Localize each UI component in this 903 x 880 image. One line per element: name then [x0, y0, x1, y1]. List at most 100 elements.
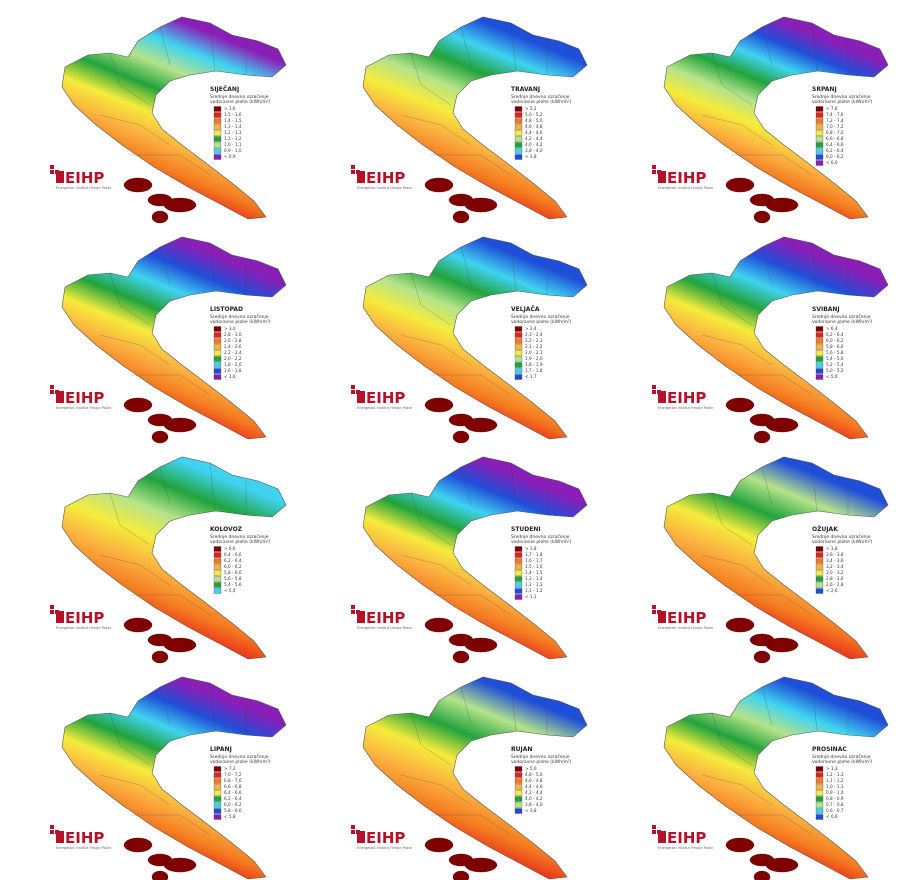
legend-label: 2,8 - 3,0: [224, 332, 242, 337]
logo-text: EIHP: [366, 169, 405, 187]
legend-label: 6,2 - 6,4: [224, 796, 242, 801]
legend-swatch: [515, 125, 522, 130]
legend-swatch: [515, 595, 522, 600]
legend-swatch: [515, 363, 522, 368]
legend-label: 5,6 - 5,8: [224, 576, 242, 581]
map-panel: SVIBANJSrednje dnevno ozračenjevodoravne…: [652, 237, 888, 443]
legend-label: 1,9 - 2,0: [525, 356, 543, 361]
legend-swatch: [214, 559, 221, 564]
legend-swatch: [214, 375, 221, 380]
island: [465, 858, 497, 872]
legend-swatch: [816, 375, 823, 380]
legend-label: 1,4 - 1,5: [224, 118, 242, 123]
legend-swatch: [816, 815, 823, 820]
legend-label: < 2,6: [826, 588, 838, 593]
island: [453, 871, 469, 880]
map-month: PROSINAC: [812, 746, 847, 753]
legend-label: 0,6 - 0,7: [826, 808, 844, 813]
legend-title: Srednje dnevno ozračenje: [210, 313, 269, 320]
logo-square: [50, 605, 54, 609]
logo-subtitle: Energetski institut Hrvoje Požar: [56, 406, 112, 410]
legend-label: < 5,8: [224, 814, 236, 819]
legend-title: Srednje dnevno ozračenje: [511, 313, 570, 320]
legend-label: 5,0 - 5,2: [826, 368, 844, 373]
logo-subtitle: Energetski institut Hrvoje Požar: [56, 186, 112, 190]
legend-label: 2,3 - 2,4: [525, 332, 543, 337]
legend-swatch: [214, 815, 221, 820]
legend-label: 2,0 - 2,2: [224, 356, 242, 361]
legend-swatch: [214, 583, 221, 588]
legend-swatch: [816, 113, 823, 118]
legend-label: 1,5 - 1,6: [525, 564, 543, 569]
island: [754, 651, 770, 663]
logo-text: EIHP: [65, 609, 104, 627]
legend-label: 6,0 - 6,2: [826, 154, 844, 159]
map-panel: LIPANJSrednje dnevno ozračenjevodoravne …: [50, 677, 286, 880]
legend-swatch: [515, 137, 522, 142]
island: [164, 198, 196, 212]
legend-swatch: [515, 143, 522, 148]
logo-block: [56, 171, 64, 183]
legend-title: vodoravne plohe (kWh/m²): [511, 319, 572, 325]
legend-label: > 2,4: [525, 326, 537, 331]
logo-text: EIHP: [366, 829, 405, 847]
legend-swatch: [214, 767, 221, 772]
legend-label: 1,0 - 1,1: [224, 142, 242, 147]
legend-title: Srednje dnevno ozračenje: [812, 533, 871, 540]
legend-swatch: [816, 155, 823, 160]
logo-block: [658, 831, 666, 843]
legend-swatch: [214, 327, 221, 332]
legend-swatch: [816, 803, 823, 808]
legend-swatch: [816, 559, 823, 564]
map-month: SIJEČANJ: [210, 86, 239, 93]
legend-label: 1,2 - 1,3: [224, 130, 242, 135]
legend-label: 6,4 - 6,6: [826, 142, 844, 147]
legend-label: 2,6 - 2,8: [826, 582, 844, 587]
island: [152, 651, 168, 663]
legend-swatch: [816, 565, 823, 570]
legend-label: 6,8 - 7,0: [224, 778, 242, 783]
legend-label: > 6,6: [224, 546, 236, 551]
logo-subtitle: Energetski institut Hrvoje Požar: [357, 406, 413, 410]
legend-label: > 7,2: [224, 766, 236, 771]
legend-label: 2,1 - 2,2: [525, 344, 543, 349]
legend-label: < 1,1: [525, 594, 537, 599]
legend-title: vodoravne plohe (kWh/m²): [812, 539, 873, 545]
legend-label: 6,6 - 6,8: [224, 784, 242, 789]
legend-swatch: [816, 809, 823, 814]
logo-square: [351, 605, 355, 609]
legend-title: vodoravne plohe (kWh/m²): [210, 539, 271, 545]
legend-label: 3,0 - 3,2: [826, 570, 844, 575]
logo-square: [50, 825, 54, 829]
legend-swatch: [816, 779, 823, 784]
legend-label: > 5,2: [525, 106, 537, 111]
logo-subtitle: Energetski institut Hrvoje Požar: [56, 626, 112, 630]
legend-label: > 3,0: [224, 326, 236, 331]
legend-label: 4,0 - 4,2: [525, 142, 543, 147]
logo-text: EIHP: [65, 169, 104, 187]
island: [465, 198, 497, 212]
island: [766, 858, 798, 872]
legend-title: Srednje dnevno ozračenje: [210, 753, 269, 760]
legend-swatch: [515, 375, 522, 380]
legend-swatch: [515, 803, 522, 808]
legend-swatch: [214, 803, 221, 808]
logo-block: [56, 391, 64, 403]
legend-swatch: [515, 149, 522, 154]
legend-title: vodoravne plohe (kWh/m²): [210, 99, 271, 105]
legend-label: 0,9 - 1,0: [224, 148, 242, 153]
island: [124, 398, 152, 412]
legend-swatch: [515, 351, 522, 356]
logo-square: [652, 170, 656, 174]
legend-label: 2,0 - 2,1: [525, 350, 543, 355]
legend-label: 6,0 - 6,2: [826, 338, 844, 343]
island: [726, 618, 754, 632]
legend-label: 4,6 - 4,8: [525, 778, 543, 783]
logo-text: EIHP: [366, 609, 405, 627]
island: [124, 178, 152, 192]
legend-label: 4,8 - 5,0: [525, 772, 543, 777]
legend-swatch: [816, 571, 823, 576]
legend-label: 7,4 - 7,6: [826, 112, 844, 117]
